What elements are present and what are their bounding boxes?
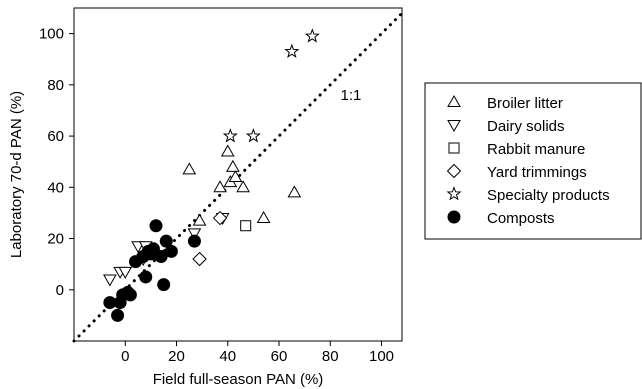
specialty-products-point: [284, 43, 300, 58]
broiler-litter-point: [287, 185, 302, 198]
specialty-products-point: [304, 28, 320, 43]
legend-item-rabbit-manure: Rabbit manure: [448, 141, 585, 158]
composts-point: [159, 234, 173, 248]
legend-item-specialty-products: Specialty products: [446, 186, 610, 204]
broiler-litter-point: [256, 211, 271, 224]
legend-item-composts: Composts: [447, 210, 555, 227]
x-tick-label: 20: [168, 348, 185, 365]
composts-point: [187, 234, 201, 248]
legend-marker-rabbit-manure: [448, 142, 460, 154]
series-rabbit-manure: [240, 220, 252, 232]
composts-point: [123, 288, 137, 302]
legend-marker-dairy-solids: [447, 120, 461, 133]
broiler-litter-point: [192, 213, 207, 226]
specialty-products-point: [245, 128, 261, 143]
axis-ticks: 0 20 40 60 80 100 0 20 40 60 80 100: [39, 26, 394, 365]
yard-trimmings-point: [192, 251, 207, 267]
legend-marker-broiler-litter: [447, 94, 461, 107]
legend-label-composts: Composts: [487, 210, 555, 227]
composts-point: [149, 219, 163, 233]
series-yard-trimmings: [192, 210, 228, 267]
legend-item-broiler-litter: Broiler litter: [447, 94, 563, 112]
y-tick-label: 40: [47, 179, 64, 196]
legend-label-yard-trimmings: Yard trimmings: [487, 164, 587, 181]
broiler-litter-point: [236, 180, 250, 193]
broiler-litter-point: [226, 159, 240, 172]
composts-point: [154, 249, 168, 263]
dairy-solids-point: [187, 228, 202, 241]
broiler-litter-point: [228, 170, 243, 183]
dairy-solids-point: [118, 266, 133, 279]
broiler-litter-point: [182, 162, 197, 175]
series-broiler-litter: [182, 144, 302, 226]
composts-point: [164, 244, 178, 258]
legend-item-yard-trimmings: Yard trimmings: [446, 163, 587, 181]
specialty-products-point: [222, 128, 238, 143]
yard-trimmings-point: [212, 210, 228, 226]
y-axis-title: Laboratory 70-d PAN (%): [8, 91, 25, 258]
plot-area-frame: [73, 7, 403, 342]
y-tick-label: 80: [47, 77, 64, 94]
y-tick-label: 0: [56, 282, 64, 299]
broiler-litter-point: [213, 180, 227, 193]
series-specialty-products: [222, 28, 320, 143]
x-axis-title: Field full-season PAN (%): [153, 371, 324, 388]
series-composts: [103, 219, 201, 322]
y-tick-label: 100: [39, 26, 64, 43]
legend-marker-yard-trimmings: [446, 163, 462, 179]
legend: Broiler litter Dairy solids Rabbit manure Y…: [424, 82, 642, 240]
x-tick-label: 0: [121, 348, 129, 365]
broiler-litter-point: [220, 144, 235, 157]
legend-label-specialty-products: Specialty products: [487, 187, 610, 204]
x-tick-label: 100: [369, 348, 394, 365]
data-points: [103, 28, 320, 322]
composts-point: [146, 242, 160, 256]
composts-point: [157, 278, 171, 292]
y-tick-label: 20: [47, 231, 64, 248]
x-tick-label: 80: [322, 348, 339, 365]
legend-label-broiler-litter: Broiler litter: [487, 95, 563, 112]
legend-marker-composts: [447, 210, 461, 224]
legend-frame: [424, 82, 642, 240]
legend-label-dairy-solids: Dairy solids: [487, 118, 565, 135]
composts-point: [111, 308, 125, 322]
composts-point: [139, 270, 153, 284]
legend-label-rabbit-manure: Rabbit manure: [487, 141, 585, 158]
x-tick-label: 40: [219, 348, 236, 365]
legend-item-dairy-solids: Dairy solids: [447, 118, 565, 135]
legend-marker-specialty-products: [446, 186, 462, 201]
y-tick-label: 60: [47, 128, 64, 145]
rabbit-manure-point: [240, 220, 252, 232]
reference-line-label: 1:1: [341, 87, 362, 104]
dairy-solids-point: [103, 274, 117, 287]
x-tick-label: 60: [271, 348, 288, 365]
